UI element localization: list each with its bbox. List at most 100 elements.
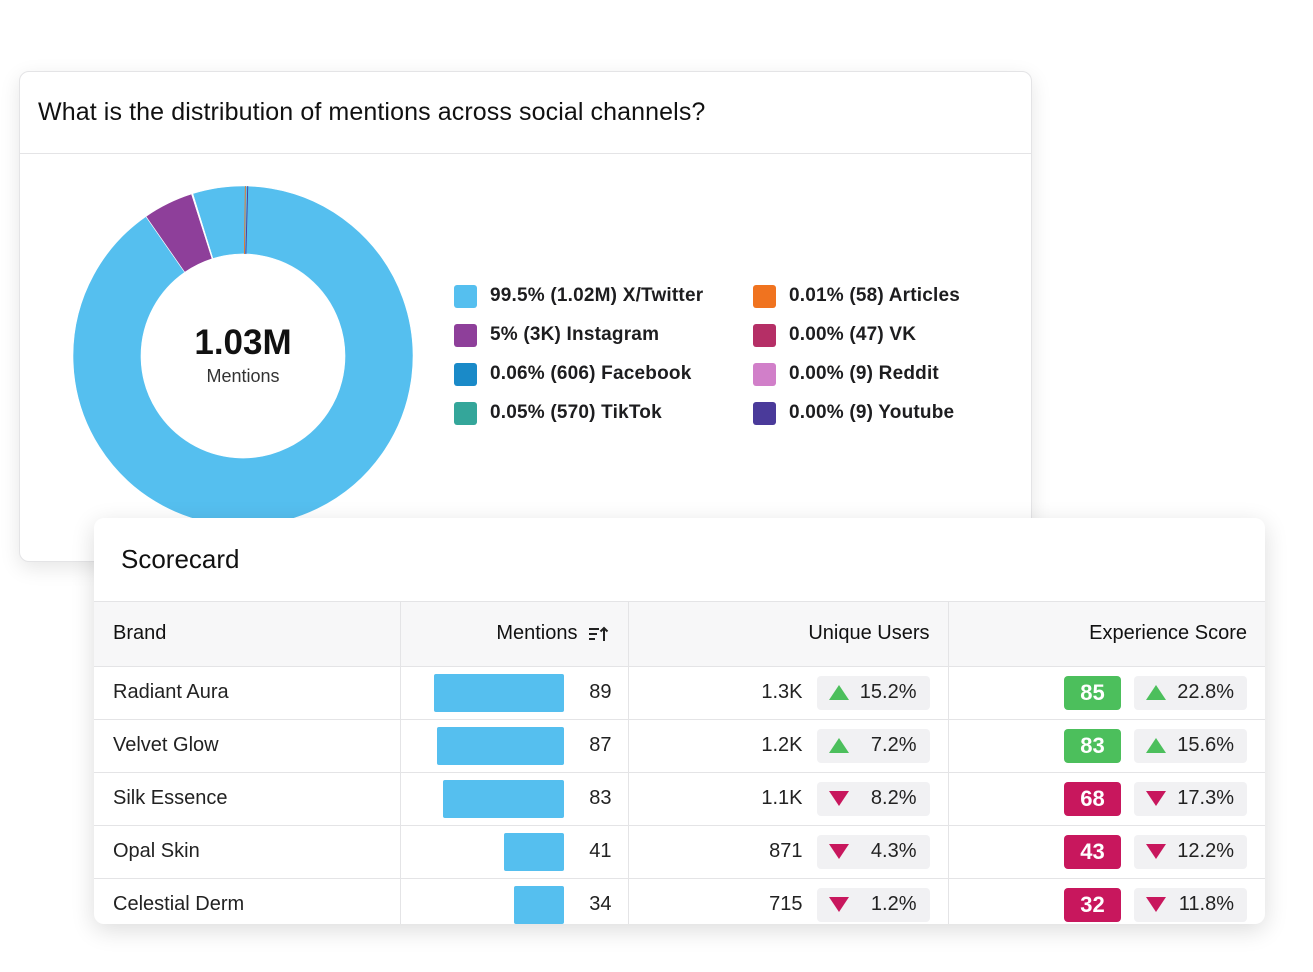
- column-header-brand-label: Brand: [113, 622, 167, 645]
- scorecard-header: Scorecard: [94, 518, 1265, 602]
- donut-slice-x-twitter[interactable]: [73, 186, 413, 526]
- experience-score-delta: 12.2%: [1134, 834, 1247, 869]
- legend-item[interactable]: 5% (3K) Instagram: [454, 323, 753, 347]
- cell-brand: Velvet Glow: [94, 719, 401, 773]
- cell-brand: Opal Skin: [94, 825, 401, 879]
- cell-unique-users: 715 1.2%: [628, 878, 949, 924]
- cell-mentions: 83: [400, 772, 629, 826]
- legend-label: 0.00% (47) VK: [789, 324, 917, 345]
- legend-label: 0.00% (9) Youtube: [789, 402, 955, 423]
- legend-item[interactable]: 0.00% (9) Reddit: [753, 362, 1014, 386]
- legend-label: 0.06% (606) Facebook: [490, 363, 692, 384]
- table-row[interactable]: Radiant Aura 89 1.3K 15.2% 85 22.8%: [94, 666, 1265, 720]
- cell-mentions: 87: [400, 719, 629, 773]
- cell-mentions: 41: [400, 825, 629, 879]
- donut-slice-minor: [243, 186, 246, 255]
- cell-experience-score: 85 22.8%: [948, 666, 1265, 720]
- distribution-card: What is the distribution of mentions acr…: [19, 71, 1032, 562]
- legend-swatch: [454, 401, 477, 425]
- legend-swatch: [753, 284, 776, 308]
- table-header-row: Brand Mentions Unique Users Experience S…: [94, 602, 1265, 667]
- table-row[interactable]: Celestial Derm 34 715 1.2% 32 11.8%: [94, 878, 1265, 924]
- sort-icon[interactable]: [588, 625, 610, 643]
- unique-users-value: 1.2K: [761, 734, 803, 756]
- donut-slice-articles[interactable]: [192, 193, 214, 259]
- legend-item[interactable]: 99.5% (1.02M) X/Twitter: [454, 284, 753, 308]
- brand-name[interactable]: Celestial Derm: [113, 893, 245, 915]
- experience-score-delta-value: 17.3%: [1177, 787, 1234, 809]
- legend-item[interactable]: 0.01% (58) Articles: [753, 284, 1014, 308]
- unique-users-delta: 7.2%: [816, 728, 930, 763]
- brand-name[interactable]: Opal Skin: [113, 840, 200, 862]
- table-row[interactable]: Velvet Glow 87 1.2K 7.2% 83 15.6%: [94, 719, 1265, 773]
- unique-users-delta: 8.2%: [816, 781, 930, 816]
- experience-score-delta: 17.3%: [1134, 781, 1247, 816]
- arrow-down-icon: [1146, 844, 1166, 859]
- column-header-brand[interactable]: Brand: [94, 602, 401, 667]
- mentions-bar[interactable]: [433, 673, 564, 712]
- unique-users-value: 715: [769, 893, 803, 915]
- legend-swatch: [454, 323, 477, 347]
- unique-users-value: 1.3K: [761, 681, 803, 703]
- column-header-mentions-label: Mentions: [496, 622, 578, 645]
- scorecard-table: Brand Mentions Unique Users Experience S…: [94, 602, 1265, 924]
- legend-swatch: [454, 362, 477, 386]
- table-row[interactable]: Opal Skin 41 871 4.3% 43 12.2%: [94, 825, 1265, 879]
- experience-score-badge: 32: [1064, 887, 1121, 922]
- arrow-up-icon: [828, 738, 849, 753]
- column-header-mentions[interactable]: Mentions: [400, 602, 629, 667]
- experience-score-delta: 15.6%: [1134, 728, 1247, 763]
- experience-score-delta-value: 15.6%: [1177, 734, 1234, 756]
- experience-score-value: 83: [1080, 732, 1105, 758]
- cell-unique-users: 1.1K 8.2%: [628, 772, 949, 826]
- table-row[interactable]: Silk Essence 83 1.1K 8.2% 68 17.3%: [94, 772, 1265, 826]
- cell-mentions: 34: [400, 878, 629, 924]
- cell-unique-users: 871 4.3%: [628, 825, 949, 879]
- experience-score-delta-value: 12.2%: [1177, 840, 1234, 862]
- brand-name[interactable]: Silk Essence: [113, 787, 228, 809]
- cell-unique-users: 1.3K 15.2%: [628, 666, 949, 720]
- column-header-experience-score[interactable]: Experience Score: [948, 602, 1265, 667]
- experience-score-badge: 68: [1064, 781, 1121, 816]
- arrow-down-icon: [828, 844, 849, 859]
- brand-name[interactable]: Radiant Aura: [113, 681, 229, 703]
- mentions-bar[interactable]: [436, 726, 564, 765]
- experience-score-delta: 22.8%: [1134, 675, 1247, 710]
- mentions-bar[interactable]: [503, 832, 564, 871]
- column-header-unique-users[interactable]: Unique Users: [628, 602, 949, 667]
- mentions-bar[interactable]: [442, 779, 564, 818]
- unique-users-value: 1.1K: [761, 787, 803, 809]
- donut-total-label: Mentions: [206, 365, 280, 386]
- unique-users-delta-value: 15.2%: [859, 681, 917, 703]
- legend-item[interactable]: 0.00% (9) Youtube: [753, 401, 1014, 425]
- legend-label: 99.5% (1.02M) X/Twitter: [490, 285, 704, 306]
- legend-label: 0.01% (58) Articles: [789, 285, 961, 306]
- mentions-value: 87: [589, 734, 612, 756]
- arrow-up-icon: [1146, 685, 1166, 700]
- unique-users-value: 871: [769, 840, 803, 862]
- donut-slice-minor: [245, 186, 249, 255]
- experience-score-value: 43: [1080, 838, 1105, 864]
- brand-name[interactable]: Velvet Glow: [113, 734, 219, 756]
- experience-score-delta-value: 22.8%: [1177, 681, 1234, 703]
- experience-score-delta-value: 11.8%: [1178, 893, 1234, 915]
- mentions-bar[interactable]: [513, 885, 564, 924]
- legend-item[interactable]: 0.05% (570) TikTok: [454, 401, 753, 425]
- mentions-value: 83: [589, 787, 612, 809]
- legend-item[interactable]: 0.06% (606) Facebook: [454, 362, 753, 386]
- mentions-value: 41: [589, 840, 612, 862]
- experience-score-value: 68: [1080, 785, 1105, 811]
- legend-label: 0.05% (570) TikTok: [490, 402, 662, 423]
- unique-users-delta-value: 8.2%: [870, 787, 917, 809]
- legend-label: 5% (3K) Instagram: [490, 324, 660, 345]
- unique-users-delta-value: 1.2%: [870, 893, 917, 915]
- chart-legend: 99.5% (1.02M) X/Twitter 0.01% (58) Articl…: [454, 284, 1014, 425]
- cell-experience-score: 43 12.2%: [948, 825, 1265, 879]
- experience-score-value: 32: [1080, 891, 1105, 917]
- scorecard-card: Scorecard Brand Mentions Unique Users Ex…: [94, 518, 1265, 924]
- column-header-experience-score-label: Experience Score: [1089, 622, 1247, 645]
- legend-item[interactable]: 0.00% (47) VK: [753, 323, 1014, 347]
- experience-score-badge: 85: [1064, 675, 1121, 710]
- experience-score-delta: 11.8%: [1134, 887, 1247, 922]
- experience-score-badge: 83: [1064, 728, 1121, 763]
